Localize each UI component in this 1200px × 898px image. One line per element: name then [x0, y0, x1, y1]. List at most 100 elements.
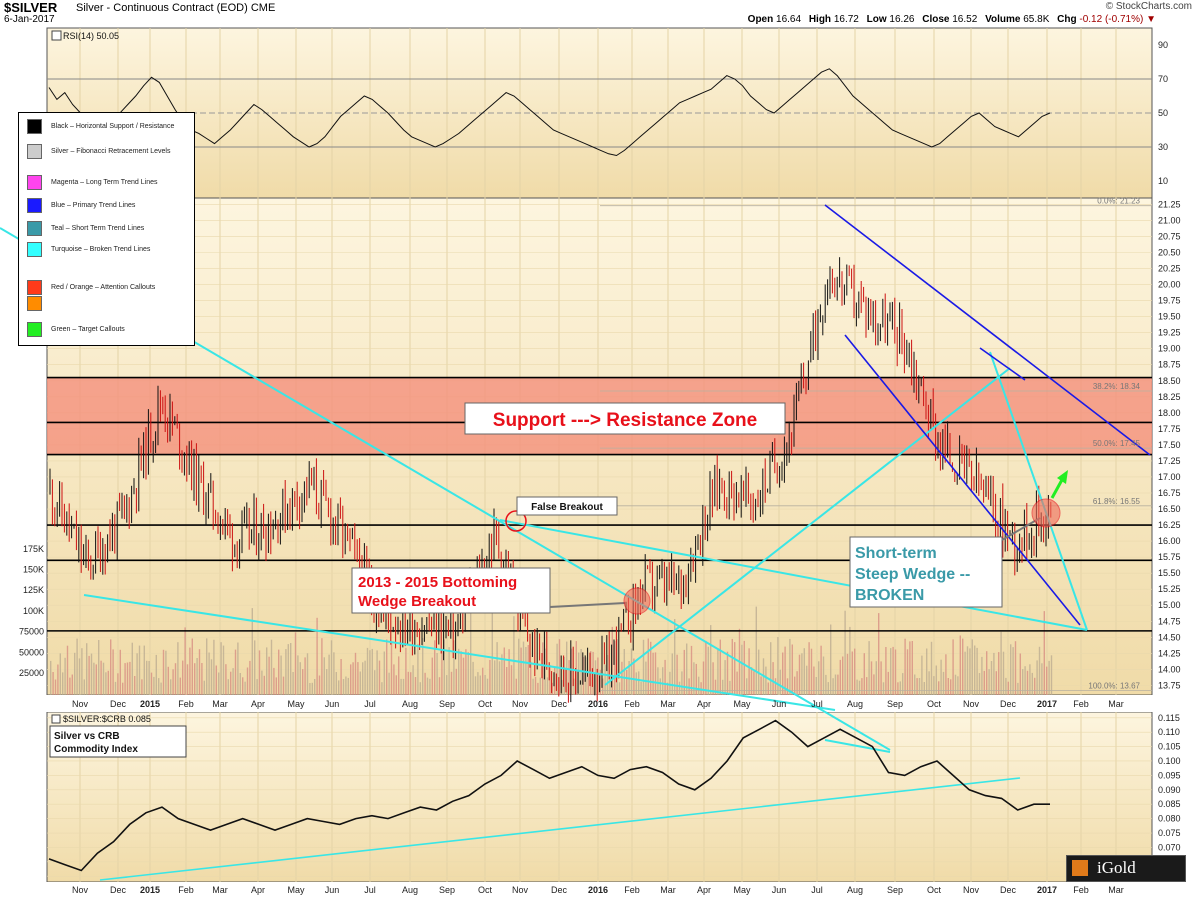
volume-bar — [210, 659, 213, 695]
x-tick-label-ratio: 2017 — [1037, 885, 1057, 895]
volume-bar — [784, 646, 786, 695]
x-tick-label-ratio: Apr — [251, 885, 265, 895]
volume-bar — [443, 639, 445, 695]
volume-bar — [143, 645, 145, 695]
volume-bar — [83, 679, 85, 695]
volume-bar — [858, 680, 861, 695]
volume-bar — [748, 648, 750, 695]
x-tick-label: 2015 — [140, 699, 160, 709]
volume-bar — [978, 673, 981, 695]
volume-bar — [731, 638, 733, 695]
volume-bar — [342, 679, 345, 695]
volume-bar — [1043, 611, 1045, 695]
volume-bar — [350, 664, 352, 695]
low-value: 16.26 — [889, 14, 915, 25]
volume-bar — [806, 665, 808, 695]
legend-swatch — [27, 242, 42, 257]
volume-bar — [64, 657, 66, 695]
volume-bar — [990, 661, 993, 695]
x-tick-label-ratio: Mar — [1108, 885, 1124, 895]
volume-bar — [434, 640, 436, 695]
volume-bar — [695, 663, 697, 695]
volume-bar — [302, 669, 304, 695]
volume-bar — [808, 642, 810, 695]
volume-bar — [678, 681, 681, 695]
volume-bar — [736, 671, 738, 695]
rsi-line — [48, 68, 1051, 157]
x-tick-label: Nov — [512, 699, 529, 709]
wedge-callout-line3: BROKEN — [855, 587, 924, 604]
volume-bar — [551, 682, 553, 695]
volume-bar — [59, 653, 61, 695]
volume-bar — [959, 635, 961, 695]
volume-bar — [916, 678, 918, 695]
x-tick-label: Oct — [478, 699, 493, 709]
volume-bar — [213, 639, 215, 695]
volume-bar — [654, 652, 657, 695]
volume-bar — [376, 650, 378, 695]
volume-bar — [194, 663, 196, 695]
legend-label: Magenta – Long Term Trend Lines — [51, 179, 158, 186]
volume-bar — [179, 677, 181, 695]
volume-bar — [177, 642, 179, 695]
volume-bar — [465, 649, 467, 695]
volume-bar — [1029, 664, 1031, 695]
x-tick-label-ratio: Nov — [963, 885, 980, 895]
volume-bar — [568, 660, 570, 695]
volume-bar — [671, 653, 673, 695]
volume-bar — [150, 672, 153, 695]
volume-bar — [986, 651, 988, 695]
volume-bar — [491, 610, 493, 695]
volume-bar — [599, 669, 601, 695]
x-tick-label-ratio: 2016 — [588, 885, 608, 895]
volume-bar — [995, 671, 997, 695]
volume-bar — [234, 649, 237, 695]
volume-bar — [1034, 677, 1036, 695]
volume-bar — [626, 670, 628, 695]
volume-bar — [364, 660, 366, 695]
volume-bar — [107, 670, 109, 695]
x-tick-label-ratio: Jun — [325, 885, 340, 895]
color-legend: Black – Horizontal Support / Resistance S… — [18, 112, 195, 346]
volume-bar — [962, 638, 964, 695]
volume-bar — [88, 655, 90, 695]
volume-bar — [220, 642, 222, 695]
volume-bar — [1024, 666, 1026, 695]
volume-bar — [772, 662, 774, 695]
trend-line — [604, 367, 1011, 686]
price-y-tick: 18.00 — [1158, 408, 1181, 418]
volume-bar — [256, 679, 258, 695]
price-y-tick: 17.00 — [1158, 472, 1181, 482]
volume-bar — [794, 676, 796, 695]
volume-bar — [225, 664, 227, 695]
volume-bar — [887, 671, 889, 695]
ratio-label-line2: Commodity Index — [54, 744, 138, 755]
volume-bar — [280, 655, 282, 695]
volume-bar — [290, 643, 292, 695]
x-tick-label-ratio: Aug — [402, 885, 418, 895]
legend-swatch — [27, 221, 42, 236]
price-y-tick: 19.25 — [1158, 328, 1181, 338]
volume-bar — [971, 639, 973, 695]
chart-header: $SILVER Silver - Continuous Contract (EO… — [0, 0, 1200, 28]
trend-line — [979, 347, 1026, 381]
price-y-tick: 14.75 — [1158, 616, 1181, 626]
volume-bar — [383, 651, 385, 695]
ratio-y-tick: 0.070 — [1158, 842, 1181, 852]
volume-bar — [765, 666, 767, 695]
volume-bar — [878, 613, 880, 695]
price-y-tick: 21.00 — [1158, 215, 1181, 225]
volume-bar — [501, 654, 503, 695]
trend-line — [83, 594, 836, 711]
volume-bar — [362, 662, 364, 695]
volume-bar — [136, 653, 138, 695]
legend-swatch — [27, 296, 42, 311]
volume-bar — [78, 658, 81, 695]
x-tick-label: Feb — [178, 699, 194, 709]
volume-bar — [573, 678, 575, 695]
volume-bar — [309, 683, 311, 695]
volume-bar — [54, 679, 57, 695]
volume-bar — [414, 677, 417, 695]
x-tick-label-ratio: Aug — [847, 885, 863, 895]
volume-bar — [635, 672, 637, 695]
